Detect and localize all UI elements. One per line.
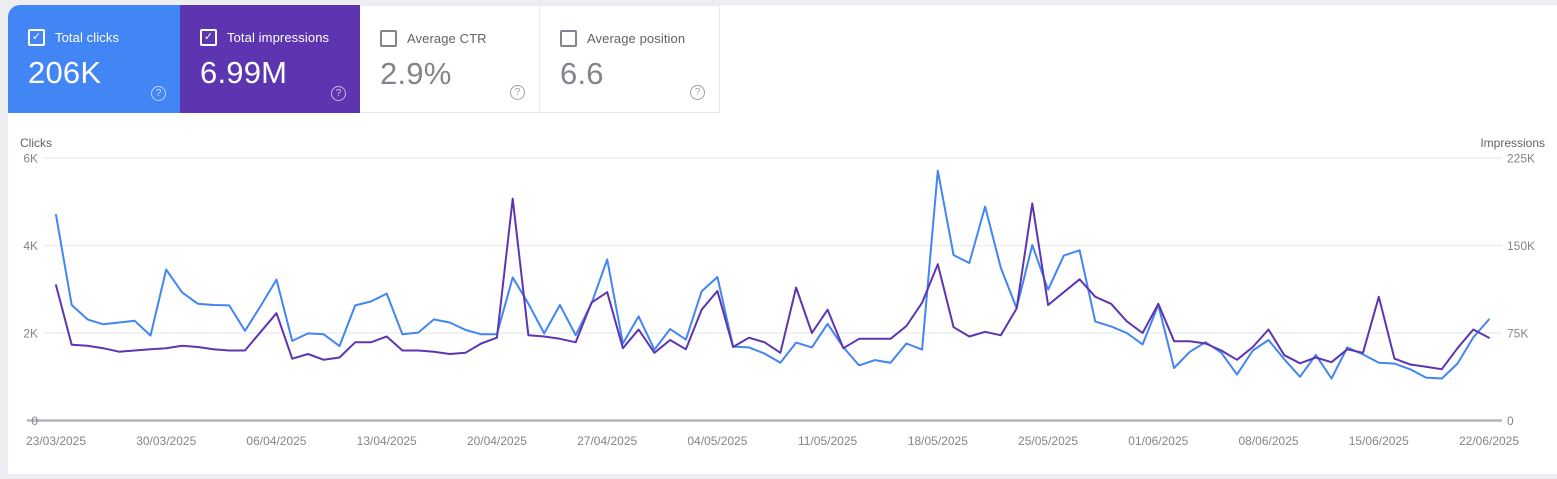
x-axis-date-label: 23/03/2025 xyxy=(26,434,86,448)
help-icon[interactable]: ? xyxy=(331,86,346,101)
left-axis-tick: 6K xyxy=(23,152,38,166)
x-axis-date-label: 18/05/2025 xyxy=(908,434,968,448)
clicks-line xyxy=(55,169,1490,380)
right-axis-tick: 225K xyxy=(1507,152,1535,166)
x-axis-date-label: 15/06/2025 xyxy=(1349,434,1409,448)
checkbox-unchecked-icon[interactable] xyxy=(380,30,397,47)
left-axis-title: Clicks xyxy=(20,136,52,150)
metric-card-average-ctr[interactable]: Average CTR 2.9%? xyxy=(360,5,540,113)
impressions-line xyxy=(55,197,1490,371)
checkbox-unchecked-icon[interactable] xyxy=(560,30,577,47)
left-axis-tick: 0 xyxy=(31,414,38,428)
metric-card-label: Average position xyxy=(587,31,686,46)
metric-card-total-impressions[interactable]: ✓ Total impressions 6.99M? xyxy=(180,5,360,113)
performance-panel: ✓ Total clicks 206K? ✓ Total impressions 6.99… xyxy=(8,5,1557,474)
checkbox-checked-icon[interactable]: ✓ xyxy=(28,29,45,46)
metric-card-header: Average CTR xyxy=(380,30,487,47)
metric-card-label: Average CTR xyxy=(407,31,487,46)
right-axis-tick: 0 xyxy=(1507,414,1514,428)
metric-card-label: Total clicks xyxy=(55,30,120,45)
x-axis-date-label: 01/06/2025 xyxy=(1128,434,1188,448)
metric-card-value: 6.99M xyxy=(200,55,288,90)
x-axis-date-label: 25/05/2025 xyxy=(1018,434,1078,448)
left-axis-tick: 4K xyxy=(23,239,38,253)
x-axis-date-label: 04/05/2025 xyxy=(687,434,747,448)
left-axis-tick: 2K xyxy=(23,327,38,341)
x-axis-date-label: 30/03/2025 xyxy=(136,434,196,448)
performance-chart[interactable]: Clicks Impressions 0 0 2K 75K 4K 150K 6K 225K 23/0… xyxy=(8,5,1557,474)
checkbox-checked-icon[interactable]: ✓ xyxy=(200,29,217,46)
help-icon[interactable]: ? xyxy=(510,85,525,100)
x-axis-date-label: 11/05/2025 xyxy=(798,434,857,448)
x-axis-date-label: 22/06/2025 xyxy=(1459,434,1519,448)
help-icon[interactable]: ? xyxy=(690,85,705,100)
metric-card-header: ✓ Total clicks xyxy=(28,29,119,46)
x-axis-date-label: 20/04/2025 xyxy=(467,434,527,448)
right-axis-tick: 150K xyxy=(1507,239,1535,253)
help-icon[interactable]: ? xyxy=(151,86,166,101)
x-axis-date-label: 08/06/2025 xyxy=(1239,434,1299,448)
metric-card-value: 206K xyxy=(28,55,102,90)
metric-card-value: 2.9% xyxy=(380,56,452,91)
right-axis-tick: 75K xyxy=(1507,327,1528,341)
metric-card-total-clicks[interactable]: ✓ Total clicks 206K? xyxy=(8,5,180,113)
x-axis-date-label: 06/04/2025 xyxy=(246,434,306,448)
metric-card-header: ✓ Total impressions xyxy=(200,29,329,46)
x-axis-date-label: 13/04/2025 xyxy=(357,434,417,448)
metric-card-average-position[interactable]: Average position 6.6? xyxy=(540,5,720,113)
metric-card-value: 6.6 xyxy=(560,56,604,91)
metric-card-label: Total impressions xyxy=(227,30,330,45)
metric-card-header: Average position xyxy=(560,30,685,47)
x-axis-date-label: 27/04/2025 xyxy=(577,434,637,448)
right-axis-title: Impressions xyxy=(1480,136,1545,150)
metric-cards: ✓ Total clicks 206K? ✓ Total impressions 6.99… xyxy=(8,5,720,113)
